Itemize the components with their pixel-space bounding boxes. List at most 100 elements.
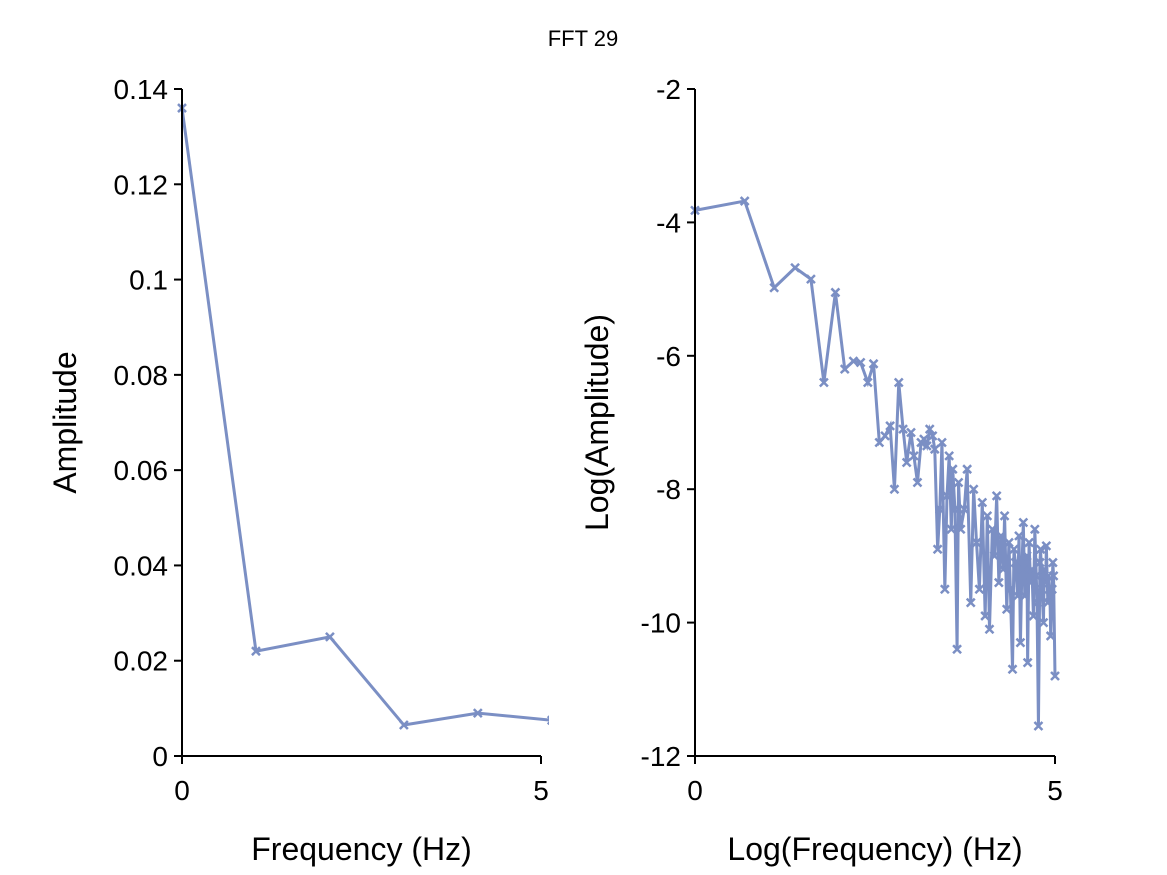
y-tick-label: 0.06 [114,455,169,486]
data-point [939,584,950,595]
data-point [1045,591,1055,601]
data-point [1033,721,1044,731]
y-tick-label: 0 [152,741,168,772]
data-point [769,282,780,293]
data-point [1048,571,1059,581]
figure-title: FFT 29 [548,26,619,51]
data-point [968,484,979,495]
data-point [1019,591,1030,601]
data-point [932,544,943,555]
data-point [1047,557,1058,568]
data-line [180,107,549,727]
data-point [980,611,991,621]
y-axis-label: Log(Amplitude) [579,314,615,531]
data-point [1038,617,1049,628]
plot-area [177,103,549,730]
data-point [984,624,995,635]
data-point [955,524,966,535]
data-point [885,420,896,431]
y-tick-label: 0.04 [114,550,169,581]
data-point [959,504,970,515]
data-point [889,484,900,495]
data-point [1032,597,1042,608]
data-point [1014,531,1024,541]
data-point [1007,664,1018,675]
data-point [1001,604,1012,615]
data-point [912,477,923,488]
data-point [880,430,890,441]
data-point [962,464,973,475]
data-point [1047,584,1058,595]
data-point [1042,597,1053,608]
y-tick-label: 0.02 [114,646,169,677]
data-point [818,377,829,388]
data-point [947,464,958,475]
data-point [937,437,947,448]
data-point [1039,564,1050,575]
data-point [942,490,952,501]
data-point [996,531,1006,541]
data-point [839,364,850,375]
data-point [1022,657,1033,668]
data-point [1027,564,1037,575]
x-tick-label: 5 [1047,775,1063,806]
data-point [944,450,955,461]
data-point [1022,551,1032,561]
y-tick-label: -4 [656,207,681,238]
data-point [398,720,409,730]
data-point [1016,564,1027,575]
data-point [987,524,998,535]
data-point [901,457,912,468]
data-point [998,564,1009,575]
data-point [739,196,750,206]
data-point [251,646,261,657]
y-tick-label: 0.12 [114,169,169,200]
data-point [1045,631,1056,641]
data-point [989,551,1000,561]
data-point [1037,584,1047,595]
data-point [790,262,800,273]
data-point [919,434,929,445]
data-point [991,490,1002,501]
data-point [848,356,859,367]
data-point [908,450,919,461]
data-point [472,708,483,719]
data-point [974,584,985,595]
data-point [1018,517,1029,528]
data-point [993,577,1004,588]
data-point [325,632,335,642]
x-axis-label: Log(Frequency) (Hz) [727,831,1022,867]
data-point [953,477,964,488]
data-point [855,357,866,368]
x-axis-label: Frequency (Hz) [251,831,472,867]
y-tick-label: -12 [641,741,681,772]
data-point [1041,541,1052,551]
x-tick-label: 0 [174,775,190,806]
data-point [921,440,932,451]
data-point [982,510,993,521]
data-point [977,497,988,508]
data-point [1009,544,1019,555]
data-point [1015,637,1026,648]
y-tick-label: -10 [641,608,681,639]
data-point [927,430,938,441]
data-point [965,597,976,608]
data-point [1024,537,1034,548]
x-tick-label: 0 [687,775,703,806]
data-point [1029,524,1040,535]
data-point [924,424,935,435]
y-tick-label: -6 [656,341,681,372]
data-point [830,287,841,298]
y-tick-label: 0.1 [129,265,168,296]
data-point [952,644,962,655]
y-tick-label: 0.14 [114,74,169,105]
y-tick-label: -8 [656,474,681,505]
data-point [929,444,940,455]
data-point [862,377,873,388]
y-axis-label: Amplitude [47,351,83,493]
data-point [806,274,816,284]
data-point [1012,591,1023,601]
data-point [950,504,960,515]
data-point [1050,671,1060,681]
data-line [694,199,1057,727]
